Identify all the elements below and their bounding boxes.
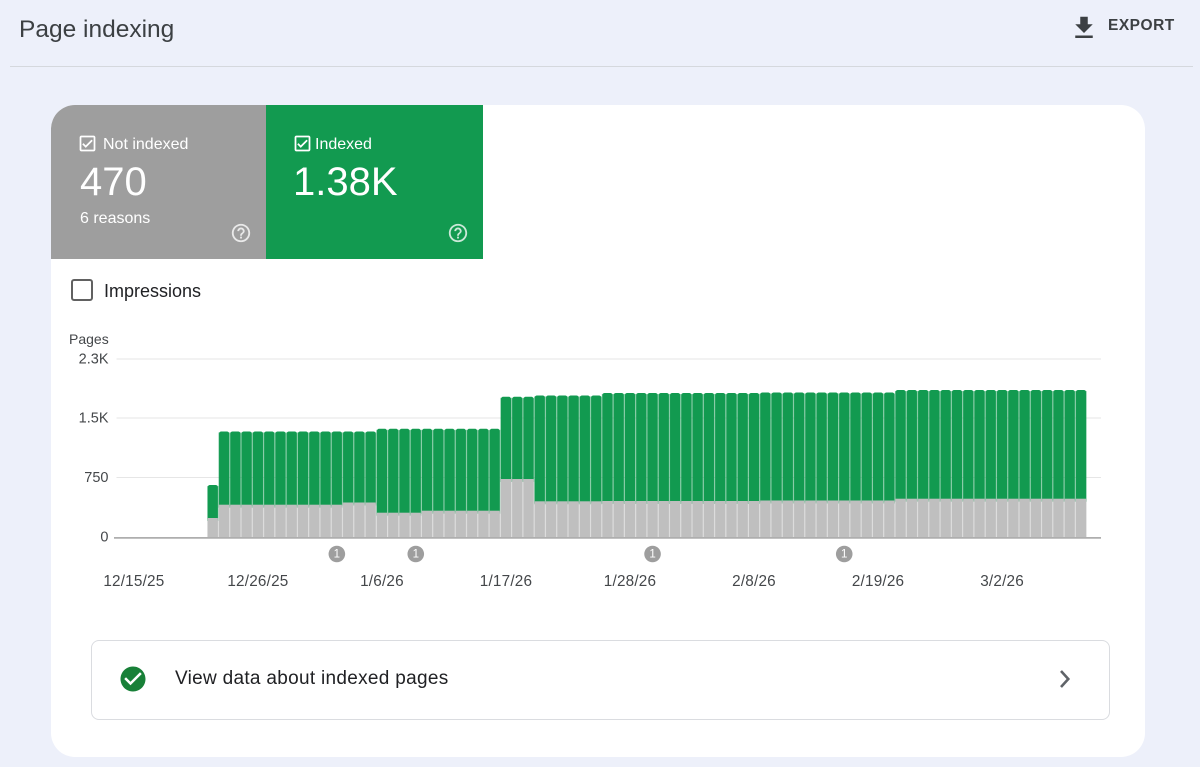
svg-text:0: 0 [100, 530, 108, 546]
svg-text:1: 1 [841, 549, 847, 561]
svg-text:Pages: Pages [69, 331, 109, 347]
svg-text:1/6/26: 1/6/26 [360, 573, 404, 590]
svg-text:12/15/25: 12/15/25 [103, 573, 164, 590]
svg-text:1: 1 [649, 549, 655, 561]
svg-text:2.3K: 2.3K [79, 352, 109, 368]
svg-text:2/19/26: 2/19/26 [852, 573, 904, 590]
svg-text:1/17/26: 1/17/26 [480, 573, 532, 590]
svg-text:1/28/26: 1/28/26 [604, 573, 656, 590]
svg-text:750: 750 [84, 470, 108, 486]
svg-text:1: 1 [413, 549, 419, 561]
svg-text:2/8/26: 2/8/26 [732, 573, 776, 590]
svg-text:12/26/25: 12/26/25 [227, 573, 288, 590]
svg-text:1: 1 [334, 549, 340, 561]
svg-text:1.5K: 1.5K [79, 411, 109, 427]
svg-text:3/2/26: 3/2/26 [980, 573, 1024, 590]
